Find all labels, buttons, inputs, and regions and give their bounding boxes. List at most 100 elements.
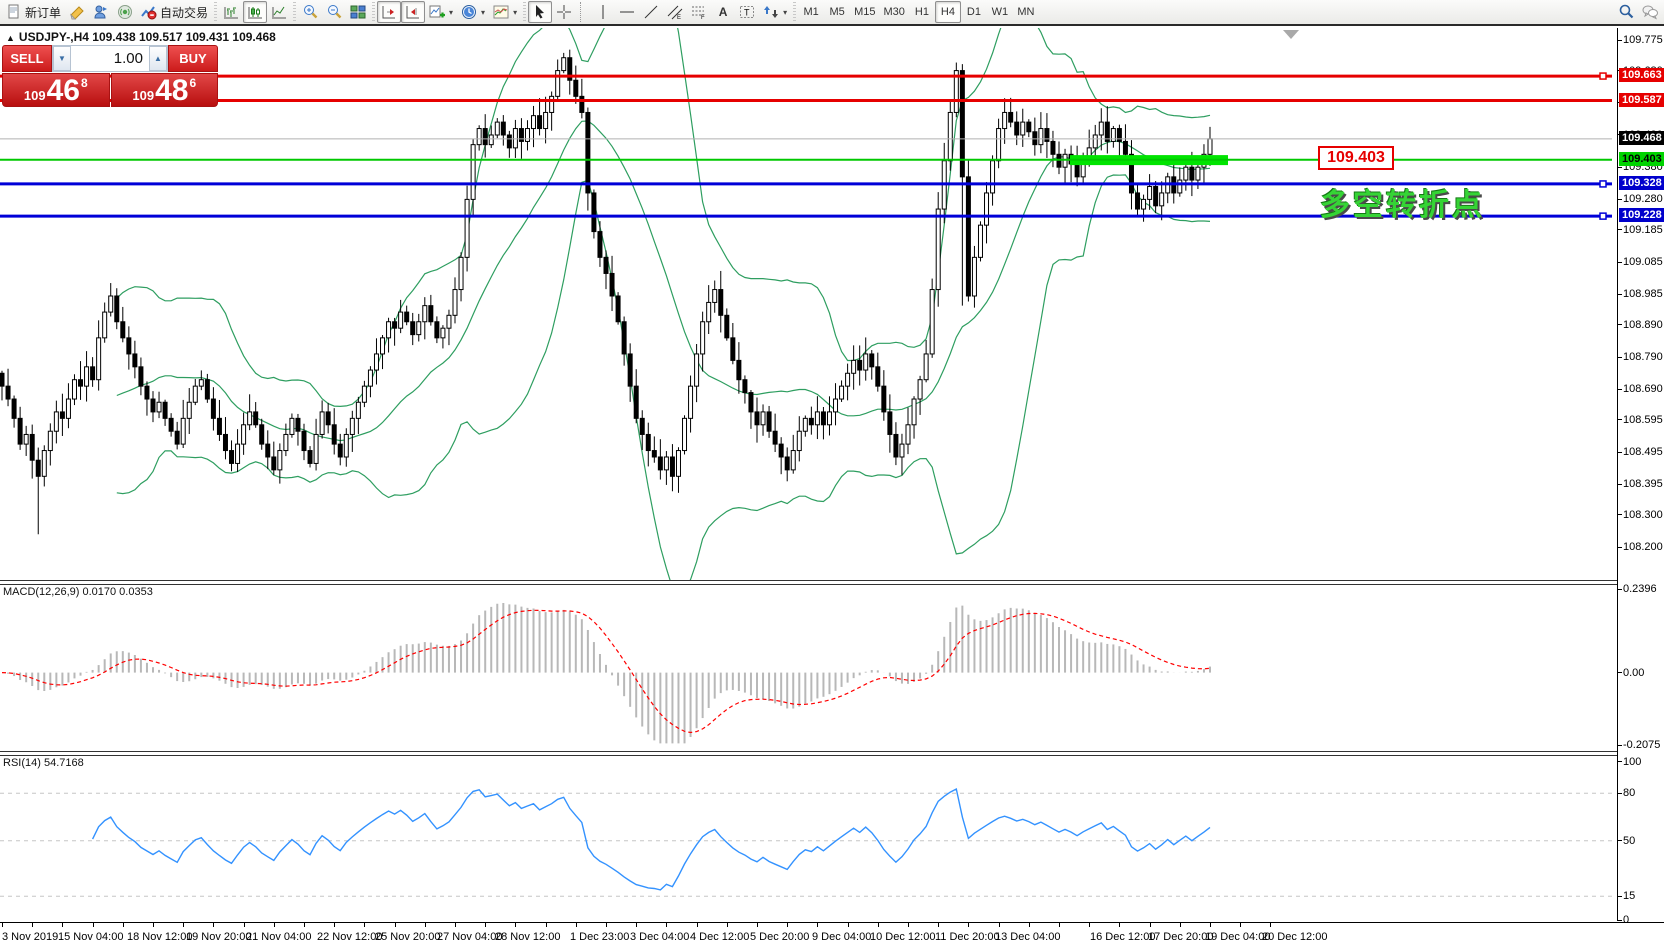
dropdown-arrow-icon[interactable]: ▾: [513, 7, 518, 17]
search-button[interactable]: [1614, 1, 1638, 23]
line-anchor-marker[interactable]: [1599, 180, 1607, 188]
axis-tick-mark: [1618, 451, 1622, 453]
text-label-icon: T: [740, 6, 755, 18]
candle: [404, 311, 410, 323]
trendline-button[interactable]: [639, 1, 663, 23]
candle: [277, 450, 283, 471]
arrows-button[interactable]: ▾: [759, 1, 791, 23]
tab-timeframe-m5[interactable]: M5: [829, 6, 845, 18]
tab-timeframe-mn[interactable]: MN: [1017, 6, 1035, 18]
chat-button[interactable]: [1638, 1, 1662, 23]
sell-price[interactable]: 109 46 8: [2, 73, 110, 107]
candle: [923, 353, 929, 381]
price-tick-label: 108.790: [1623, 351, 1663, 364]
price-axis[interactable]: 109.775109.680109.580109.480109.380109.2…: [1617, 28, 1664, 926]
rsi-panel[interactable]: RSI(14) 54.7168: [0, 754, 1617, 922]
time-tick-mark: [787, 923, 789, 927]
price-tag-label[interactable]: 109.403: [1318, 146, 1394, 170]
axis-tick-mark: [1618, 744, 1622, 746]
candle: [1116, 128, 1122, 142]
line-chart-button[interactable]: [267, 1, 291, 23]
buy-price[interactable]: 109 48 6: [110, 73, 218, 107]
main-chart-canvas[interactable]: [0, 28, 1617, 580]
buy-button[interactable]: BUY: [168, 45, 218, 72]
candle: [778, 443, 784, 458]
macd-panel[interactable]: MACD(12,26,9) 0.0170 0.0353: [0, 583, 1617, 751]
time-tick-mark: [1119, 923, 1121, 927]
time-axis[interactable]: 3 Nov 2019 15 Nov 04:00 18 Nov 12:00 19 Nov…: [0, 922, 1664, 951]
candle: [204, 379, 210, 400]
candle: [488, 134, 494, 146]
candle: [1038, 128, 1044, 146]
volume-input[interactable]: ▼ 1.00 ▲: [52, 45, 168, 72]
sound-icon: [118, 5, 133, 19]
vertical-line-button[interactable]: [591, 1, 615, 23]
periods-button[interactable]: ▾: [457, 1, 489, 23]
zoom-in-button[interactable]: [298, 1, 322, 23]
candle: [102, 311, 108, 339]
tab-timeframe-d1[interactable]: D1: [966, 6, 981, 18]
autotrading-button[interactable]: 自动交易: [137, 1, 212, 23]
annotation-text[interactable]: 多空转折点: [1320, 188, 1485, 223]
fibonacci-button[interactable]: F: [687, 1, 711, 23]
panel-splitter[interactable]: [0, 751, 1617, 756]
candle: [869, 353, 875, 368]
sell-button[interactable]: SELL: [2, 45, 52, 72]
tab-timeframe-w1[interactable]: W1: [991, 6, 1009, 18]
indicators-button[interactable]: ▾: [425, 1, 457, 23]
volume-value[interactable]: 1.00: [113, 50, 143, 67]
candle: [953, 70, 959, 113]
strategy-tester-button[interactable]: [89, 1, 113, 23]
dropdown-arrow-icon[interactable]: ▾: [783, 7, 788, 17]
candle: [965, 176, 971, 297]
volume-decrease-button[interactable]: ▼: [53, 46, 71, 71]
tab-timeframe-m30[interactable]: M30: [883, 6, 905, 18]
bollinger-band: [116, 174, 1211, 580]
bar-chart-button[interactable]: [219, 1, 243, 23]
collapse-panel-icon[interactable]: ▲: [6, 33, 15, 43]
candle: [156, 401, 162, 413]
chart-window[interactable]: ▲ USDJPY-,H4 109.438 109.517 109.431 109.…: [0, 28, 1664, 951]
volume-increase-button[interactable]: ▲: [149, 46, 167, 71]
line-chart-icon: [272, 6, 287, 19]
zoom-out-button[interactable]: [322, 1, 346, 23]
candle: [229, 450, 235, 464]
tab-timeframe-m1[interactable]: M1: [803, 6, 819, 18]
dropdown-arrow-icon[interactable]: ▾: [481, 7, 486, 17]
cursor-button[interactable]: [528, 1, 553, 23]
horizontal-line-button[interactable]: [615, 1, 639, 23]
equidistant-channel-button[interactable]: E: [663, 1, 687, 23]
chart-shift-marker[interactable]: [1283, 30, 1299, 39]
chart-shift-button[interactable]: [401, 1, 426, 23]
candle: [1014, 121, 1020, 136]
auto-scroll-icon: [382, 6, 396, 19]
metaeditor-button[interactable]: [65, 1, 89, 23]
candle: [911, 398, 917, 426]
candlestick-chart-button[interactable]: [243, 1, 268, 23]
templates-button[interactable]: ▾: [489, 1, 521, 23]
candle: [1110, 128, 1116, 142]
tab-timeframe-m15[interactable]: M15: [854, 6, 876, 18]
candle: [11, 398, 17, 419]
auto-scroll-button[interactable]: [377, 1, 402, 23]
tab-timeframe-h4[interactable]: H4: [934, 1, 961, 23]
one-click-trading-panel: SELL ▼ 1.00 ▲ BUY 109 46 8 109 48 6: [2, 45, 218, 107]
line-anchor-marker[interactable]: [1599, 72, 1607, 80]
candle: [35, 459, 41, 477]
tile-windows-button[interactable]: [346, 1, 370, 23]
new-order-button[interactable]: 新订单: [2, 1, 65, 23]
line-anchor-marker[interactable]: [1599, 212, 1607, 220]
macd-signal-line: [1, 609, 1211, 734]
candle: [416, 321, 422, 336]
time-tick-mark: [545, 923, 547, 927]
crosshair-button[interactable]: [552, 1, 576, 23]
panel-splitter[interactable]: [0, 580, 1617, 585]
tab-timeframe-h1[interactable]: H1: [914, 6, 929, 18]
alerts-button[interactable]: [113, 1, 137, 23]
time-tick-mark: [1179, 923, 1181, 927]
dropdown-arrow-icon[interactable]: ▾: [449, 7, 454, 17]
crosshair-icon: [557, 5, 572, 19]
text-button[interactable]: A: [711, 1, 735, 23]
candle: [144, 385, 150, 400]
text-label-button[interactable]: T: [735, 1, 759, 23]
